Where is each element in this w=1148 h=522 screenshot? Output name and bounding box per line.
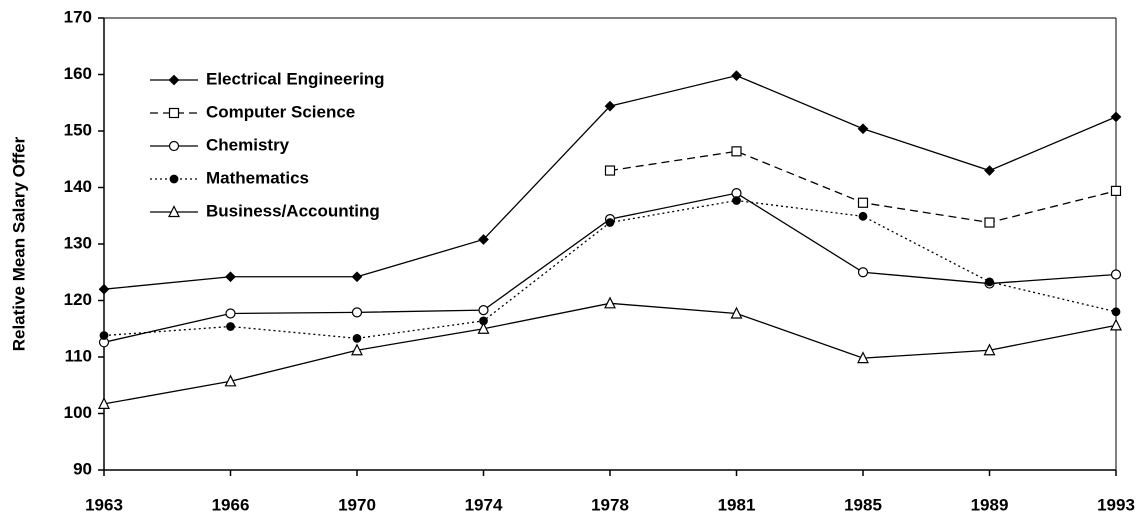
y-tick-label: 160 [64, 64, 92, 83]
marker [478, 234, 489, 245]
marker [1110, 111, 1122, 123]
y-tick-label: 130 [64, 233, 92, 252]
x-tick-label: 1966 [212, 495, 250, 514]
marker [351, 271, 363, 283]
marker [225, 308, 236, 319]
y-tick-label: 170 [64, 7, 92, 26]
marker [732, 196, 741, 205]
marker [98, 397, 110, 409]
marker [858, 211, 868, 221]
marker [984, 217, 995, 228]
marker [225, 271, 236, 283]
legend-label: Computer Science [206, 102, 355, 121]
marker [478, 305, 489, 316]
marker [99, 331, 109, 340]
legend-marker [168, 74, 180, 86]
marker [857, 123, 869, 135]
x-tick-label: 1989 [971, 495, 1009, 514]
y-tick-label: 100 [64, 403, 92, 422]
marker [351, 307, 363, 318]
series-line [609, 150, 1117, 224]
marker [985, 277, 994, 287]
marker [730, 306, 743, 319]
series-line [103, 302, 1117, 405]
marker [984, 165, 995, 176]
marker [224, 374, 237, 387]
legend-marker [168, 107, 180, 119]
y-axis-title: Relative Mean Salary Offer [9, 136, 28, 351]
x-tick-label: 1993 [1097, 495, 1135, 514]
marker [857, 351, 869, 364]
marker [1110, 185, 1122, 196]
marker [1110, 318, 1122, 331]
marker [1110, 269, 1122, 280]
legend-marker [168, 140, 180, 152]
marker [477, 321, 490, 334]
legend-label: Mathematics [206, 168, 309, 187]
marker [98, 283, 110, 295]
legend-label: Chemistry [206, 135, 290, 154]
legend-marker [169, 174, 179, 184]
marker [604, 100, 616, 112]
marker [731, 70, 742, 81]
y-tick-label: 90 [73, 459, 92, 478]
x-tick-label: 1978 [591, 495, 629, 514]
x-tick-label: 1974 [465, 495, 503, 514]
y-tick-label: 120 [64, 290, 92, 309]
marker [226, 322, 235, 331]
marker [857, 197, 869, 208]
x-tick-label: 1981 [718, 495, 756, 514]
marker [352, 333, 362, 343]
marker [857, 267, 869, 278]
y-tick-label: 140 [64, 177, 92, 196]
marker [605, 218, 615, 227]
marker [983, 343, 996, 356]
y-tick-label: 150 [64, 120, 92, 139]
marker [604, 165, 616, 176]
marker [1111, 307, 1121, 317]
marker [351, 343, 363, 356]
legend-marker [168, 205, 180, 218]
legend-label: Business/Accounting [206, 201, 380, 220]
x-tick-label: 1970 [338, 495, 376, 514]
marker [731, 146, 742, 157]
x-tick-label: 1963 [85, 495, 123, 514]
marker [604, 296, 616, 309]
y-tick-label: 110 [65, 346, 92, 365]
x-tick-label: 1985 [844, 495, 882, 514]
legend-label: Electrical Engineering [206, 69, 385, 88]
